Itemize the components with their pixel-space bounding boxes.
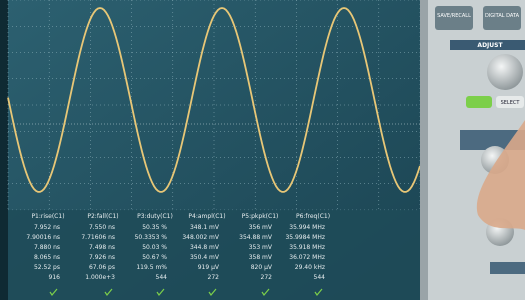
measurement-value: 8.065 ns: [34, 254, 60, 261]
column-header: P4:ampl(C1): [188, 213, 225, 220]
measurement-value: 544: [314, 274, 326, 281]
measurement-value: 7.926 ns: [89, 254, 115, 261]
measurement-value: 358 mV: [249, 254, 273, 261]
column-header: P3:duty(C1): [137, 213, 173, 220]
button-label: SELECT: [501, 100, 521, 106]
measurement-value: 348.002 mV: [182, 234, 220, 241]
measurement-value: 344.8 mV: [190, 244, 220, 251]
column-header: P1:rise(C1): [31, 213, 64, 220]
measurement-value: 7.880 ns: [34, 244, 60, 251]
measurement-value: 7.90016 ns: [26, 234, 60, 241]
adjust-knob[interactable]: [487, 54, 523, 90]
measurement-value: 35.9984 MHz: [285, 234, 325, 241]
section-label: ADJUST: [477, 42, 503, 49]
measurement-value: 348.1 mV: [190, 224, 220, 231]
measurement-value: 119.5 m%: [136, 264, 167, 271]
button-label: SAVE/RECALL: [437, 13, 471, 19]
measurement-value: 354.88 mV: [239, 234, 273, 241]
measurement-value: 50.03 %: [142, 244, 167, 251]
column-header: P2:fall(C1): [87, 213, 118, 220]
column-header: P6:freq(C1): [296, 213, 330, 220]
measurement-value: 7.550 ns: [89, 224, 115, 231]
measurement-value: 353 mV: [249, 244, 273, 251]
measurement-value: 7.71606 ns: [81, 234, 115, 241]
measurement-value: 544: [156, 274, 168, 281]
measurement-value: 7.952 ns: [34, 224, 60, 231]
measurement-value: 35.918 MHz: [289, 244, 325, 251]
measurement-value: 50.35 %: [142, 224, 167, 231]
measurement-value: 50.3353 %: [135, 234, 168, 241]
column-header: P5:pkpk(C1): [242, 213, 279, 220]
measurement-value: 7.498 ns: [89, 244, 115, 251]
measurement-value: 50.67 %: [142, 254, 167, 261]
bezel: [420, 0, 428, 300]
measurement-value: 67.06 ps: [89, 264, 115, 271]
measurement-value: 820 µV: [251, 264, 273, 271]
led-button[interactable]: [466, 96, 492, 108]
measurement-value: 356 mV: [249, 224, 273, 231]
measurement-value: 52.52 ps: [34, 264, 60, 271]
measurement-value: 919 µV: [198, 264, 220, 271]
measurement-value: 1.000e+3: [85, 274, 115, 281]
measurement-value: 29.40 kHz: [295, 264, 325, 271]
measurement-value: 350.4 mV: [190, 254, 220, 261]
section-header: [490, 262, 525, 274]
button-label: DIGITAL DATA: [485, 13, 520, 19]
measurement-value: 272: [208, 274, 220, 281]
measurement-value: 36.072 MHz: [289, 254, 325, 261]
measurement-value: 35.994 MHz: [289, 224, 325, 231]
oscilloscope-photo: P1:rise(C1) 7.952 ns 7.90016 ns 7.880 ns 8.0…: [0, 0, 525, 300]
measurement-value: 272: [261, 274, 273, 281]
measurement-value: 916: [49, 274, 61, 281]
